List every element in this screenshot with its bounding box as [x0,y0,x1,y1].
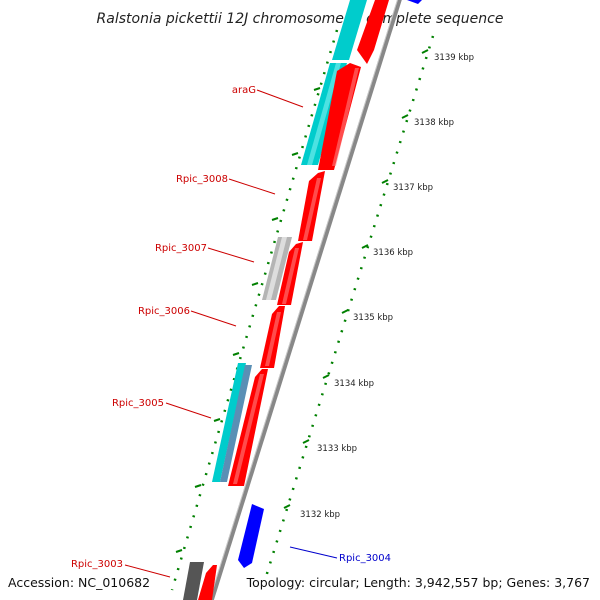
forward-genes-highlight [233,68,359,484]
gene-label-rpic-3005[interactable]: Rpic_3005 [112,398,164,409]
cds-feature-rpic-3005 [212,363,246,482]
forward-genes [198,0,389,600]
chromosome-backbone [209,0,402,600]
kbp-label: 3139 kbp [434,53,474,63]
gene-label-rpic-3006[interactable]: Rpic_3006 [138,306,190,317]
outer-tick-guide [263,35,435,581]
gene-label-rpic-3008[interactable]: Rpic_3008 [176,174,228,185]
cds-feature-top [332,0,367,60]
map-title: Ralstonia pickettii 12J chromosome 1, co… [97,11,504,27]
kbp-labels: 3139 kbp 3138 kbp 3137 kbp 3136 kbp 3135… [300,53,474,520]
cds-feature-rpic-3005-b [220,365,252,482]
outer-major-ticks [283,49,429,509]
kbp-label: 3138 kbp [414,118,454,128]
kbp-label: 3133 kbp [317,444,357,454]
gray-feature-rpic-3007-highlight [266,237,287,300]
label-leaders [124,89,338,578]
kbp-label: 3132 kbp [300,510,340,520]
gene-label-rpic-3003[interactable]: Rpic_3003 [71,559,123,570]
reverse-genes [238,0,422,568]
inner-major-ticks [175,87,321,553]
gene-label-arag[interactable]: araG [232,85,256,96]
cds-feature-arag-highlight [307,63,341,165]
kbp-label: 3134 kbp [334,379,374,389]
kbp-label: 3136 kbp [373,248,413,258]
gray-feature-rpic-3003 [183,562,204,600]
kbp-label: 3137 kbp [393,183,433,193]
chromosome-backbone-highlight [209,0,398,600]
gene-label-rpic-3007[interactable]: Rpic_3007 [155,243,207,254]
accession-text: Accession: NC_010682 [8,575,150,590]
topology-text: Topology: circular; Length: 3,942,557 bp… [246,575,590,590]
kbp-label: 3135 kbp [353,313,393,323]
gene-label-rpic-3004[interactable]: Rpic_3004 [339,553,391,564]
